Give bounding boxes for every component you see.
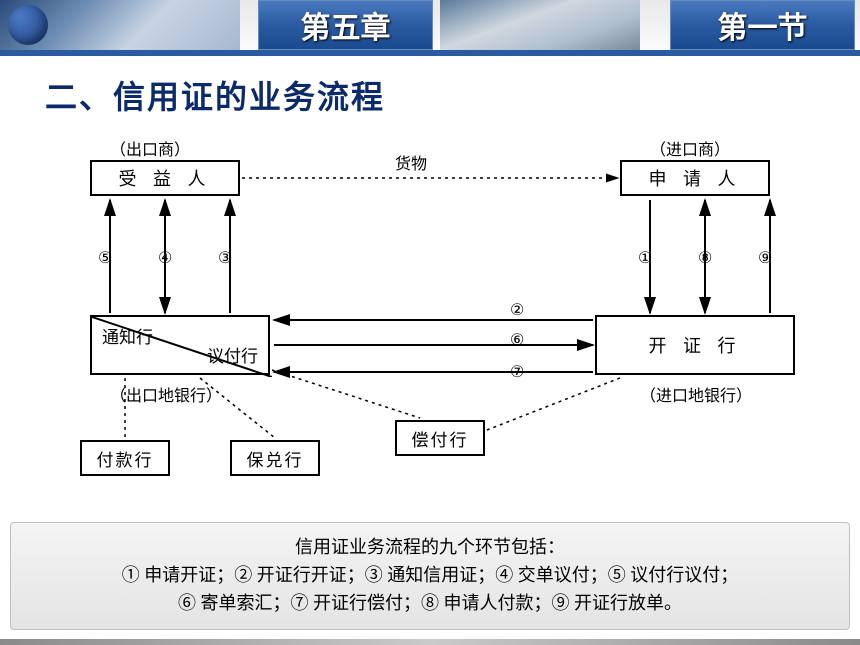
flow-diagram: （出口商） （进口商） 受 益 人 申 请 人 货物 通知行 议付行 开 证 行… — [0, 120, 860, 500]
header-image-left — [0, 0, 240, 50]
page-title: 二、信用证的业务流程 — [45, 72, 385, 118]
chapter-tab: 第五章 — [258, 0, 433, 50]
footnote-heading: 信用证业务流程的九个环节包括： — [27, 533, 833, 561]
header-underline — [0, 50, 860, 56]
bottom-stripe — [0, 639, 860, 645]
footnote-line1: ① 申请开证；② 开证行开证；③ 通知信用证；④ 交单议付；⑤ 议付行议付； — [27, 561, 833, 589]
footnote-box: 信用证业务流程的九个环节包括： ① 申请开证；② 开证行开证；③ 通知信用证；④… — [10, 522, 850, 630]
arrows-svg — [0, 120, 860, 500]
globe-icon — [8, 5, 48, 45]
footnote-line2: ⑥ 寄单索汇；⑦ 开证行偿付；⑧ 申请人付款；⑨ 开证行放单。 — [27, 589, 833, 617]
section-tab: 第一节 — [670, 0, 855, 50]
header-bar: 第五章 第一节 — [0, 0, 860, 60]
header-image-mid — [440, 0, 640, 50]
